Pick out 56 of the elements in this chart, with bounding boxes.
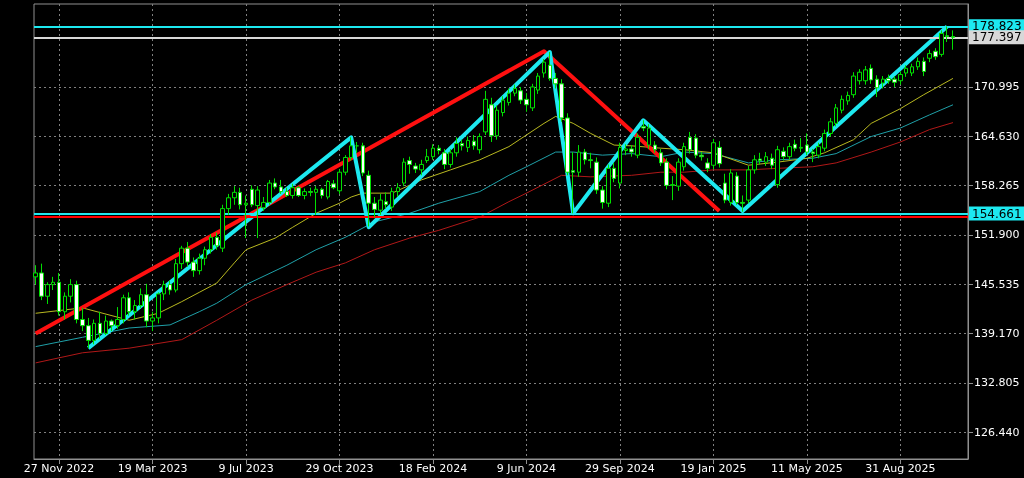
x-tick-label: 11 May 2025	[771, 462, 843, 475]
candlestick	[396, 182, 400, 198]
x-tick-label: 27 Nov 2022	[23, 462, 95, 475]
candlestick	[466, 136, 470, 153]
x-tick-label: 9 Jun 2024	[496, 462, 557, 475]
candlestick	[875, 74, 879, 98]
candlestick	[951, 29, 955, 51]
ref-line-label: 154.661	[972, 206, 1022, 221]
y-tick-label: 164.630	[974, 129, 1020, 143]
candlestick	[840, 94, 844, 114]
candlestick	[425, 148, 429, 164]
x-tick-label: 18 Feb 2024	[398, 462, 468, 475]
x-tick-label: 9 Jul 2023	[218, 462, 274, 475]
candlestick	[168, 280, 172, 296]
candlestick	[209, 233, 213, 255]
y-tick-label: 151.900	[974, 228, 1020, 242]
candlestick	[542, 58, 546, 79]
candlestick	[98, 311, 102, 340]
y-tick-label: 158.265	[974, 179, 1020, 193]
y-tick-label: 126.440	[974, 425, 1020, 439]
y-tick-label: 145.535	[974, 277, 1020, 291]
y-tick-label: 170.995	[974, 80, 1020, 94]
candlestick	[507, 87, 511, 107]
candlestick	[729, 168, 733, 207]
candlestick	[279, 179, 283, 195]
x-tick-label: 19 Jan 2025	[680, 462, 747, 475]
candlestick	[618, 142, 622, 189]
candlestick	[904, 64, 908, 78]
y-tick-label: 132.805	[974, 376, 1020, 390]
candlestick	[916, 56, 920, 71]
candlestick	[390, 187, 394, 212]
candlestick	[723, 173, 727, 204]
ref-line-label: 177.397	[972, 30, 1022, 45]
candlestick	[846, 91, 850, 106]
candlestick	[320, 187, 324, 200]
candlestick	[653, 140, 657, 154]
candlestick	[799, 137, 803, 153]
x-tick-label: 31 Aug 2025	[865, 462, 936, 475]
candlestick	[431, 143, 435, 161]
candlestick	[361, 142, 365, 177]
candlestick	[910, 63, 914, 77]
candlestick	[437, 144, 441, 155]
candlestick	[57, 272, 61, 317]
candlestick	[805, 132, 809, 156]
candlestick	[577, 144, 581, 178]
line-series	[35, 77, 954, 321]
candlestick	[244, 194, 248, 239]
candlestick	[922, 56, 926, 77]
y-tick-label: 139.170	[974, 327, 1020, 341]
x-tick-label: 29 Sep 2024	[585, 462, 655, 475]
candlestick	[688, 131, 692, 155]
x-tick-label: 19 Mar 2023	[117, 462, 188, 475]
x-tick-label: 29 Oct 2023	[305, 462, 374, 475]
candlestick	[133, 299, 137, 320]
candlestick	[764, 151, 768, 167]
candlestick	[501, 95, 505, 117]
